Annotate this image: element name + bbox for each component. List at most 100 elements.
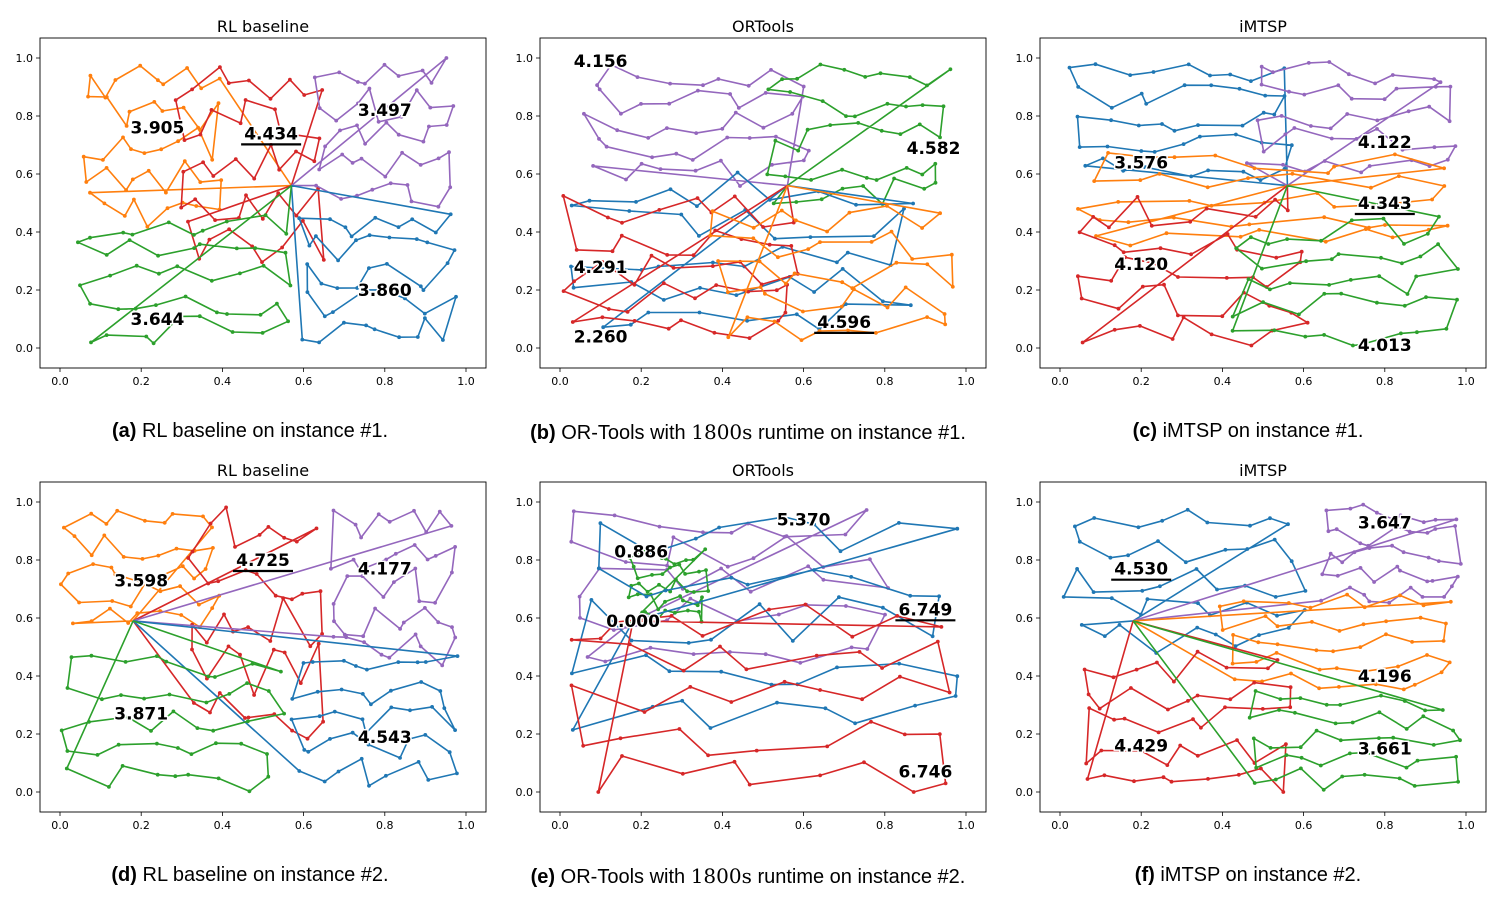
city-point (920, 226, 924, 230)
city-point (455, 771, 459, 776)
city-point (331, 508, 336, 513)
city-point (88, 73, 93, 78)
city-point (208, 710, 212, 715)
city-point (1339, 291, 1344, 296)
city-point (369, 702, 373, 707)
city-point (1322, 333, 1326, 337)
city-point (84, 180, 89, 184)
city-point (1249, 235, 1253, 240)
city-point (433, 554, 438, 558)
city-point (329, 566, 333, 571)
city-point (1383, 223, 1387, 227)
city-point (1384, 619, 1388, 624)
city-point (656, 607, 661, 612)
city-point (767, 607, 771, 612)
city-point (1445, 157, 1450, 162)
tour-length-label: 4.725 (236, 551, 290, 571)
city-point (342, 632, 347, 637)
caption-a-tag: (a) (111, 420, 137, 442)
city-point (1254, 660, 1259, 664)
chart-panel-1: RL baseline 0.0 0.2 0.4 0.6 0.8 1.0 0.0 0.2 0.4 0.… (16, 17, 487, 388)
city-point (418, 284, 423, 289)
city-point (345, 574, 350, 578)
city-point (933, 161, 938, 166)
city-point (645, 589, 650, 594)
city-point (376, 512, 381, 517)
city-point (437, 509, 442, 514)
city-point (258, 312, 263, 317)
city-point (1390, 73, 1395, 77)
x-tick-label: 0.0 (51, 375, 69, 388)
city-point (1326, 529, 1331, 534)
city-point (780, 77, 784, 82)
x-tick-label: 0.8 (376, 375, 394, 388)
tour-length-label: 4.530 (1114, 560, 1168, 580)
city-point (1437, 214, 1441, 219)
city-point (1128, 243, 1133, 248)
city-point (343, 225, 348, 230)
city-point (164, 659, 169, 664)
city-point (245, 681, 250, 685)
city-point (1421, 603, 1426, 608)
city-point (597, 137, 601, 141)
city-point (701, 83, 705, 88)
plot-frame (539, 481, 987, 813)
city-point (116, 742, 121, 747)
y-tick-label: 0.0 (16, 342, 34, 355)
city-point (282, 650, 287, 655)
city-point (1322, 159, 1327, 163)
x-tick-label: 0.8 (876, 375, 894, 388)
city-point (863, 75, 868, 79)
city-point (159, 147, 164, 152)
city-point (178, 584, 183, 589)
city-point (860, 697, 864, 702)
city-point (1109, 596, 1114, 601)
city-point (1204, 206, 1209, 211)
city-point (208, 521, 213, 526)
city-point (1433, 517, 1438, 522)
city-point (732, 759, 737, 764)
city-point (661, 281, 666, 286)
city-point (1398, 513, 1403, 518)
city-point (710, 264, 715, 268)
city-point (418, 163, 423, 167)
city-point (130, 177, 135, 182)
city-point (846, 328, 850, 333)
city-point (1139, 612, 1143, 617)
city-point (339, 197, 343, 201)
city-point (801, 84, 806, 89)
city-point (684, 558, 688, 562)
city-point (1205, 520, 1210, 525)
city-point (591, 164, 595, 168)
city-point (794, 312, 799, 317)
city-point (1139, 748, 1143, 753)
city-point (698, 286, 702, 290)
x-tick-label: 0.4 (714, 375, 732, 388)
city-point (790, 639, 795, 643)
city-point (728, 92, 732, 96)
city-point (102, 201, 107, 206)
city-point (444, 123, 449, 127)
caption-b: (b) OR-Tools with 1800s runtime on insta… (498, 420, 998, 445)
city-point (1438, 80, 1443, 85)
city-point (389, 688, 393, 693)
city-point (271, 647, 276, 652)
city-point (234, 246, 239, 251)
city-point (710, 209, 715, 214)
city-point (209, 278, 214, 283)
city-point (186, 219, 190, 224)
y-tick-label: 0.4 (16, 670, 34, 683)
city-point (948, 67, 953, 72)
city-point (943, 781, 948, 786)
x-tick-label: 1.0 (957, 375, 975, 388)
city-point (897, 521, 901, 525)
city-point (673, 610, 677, 615)
city-point (1199, 725, 1203, 730)
city-point (642, 710, 647, 714)
city-point (1418, 615, 1423, 620)
city-point (363, 141, 367, 146)
x-tick-label: 0.6 (795, 375, 813, 388)
city-point (939, 625, 944, 629)
caption-b-tag: (b) (530, 422, 556, 444)
city-point (190, 549, 195, 554)
